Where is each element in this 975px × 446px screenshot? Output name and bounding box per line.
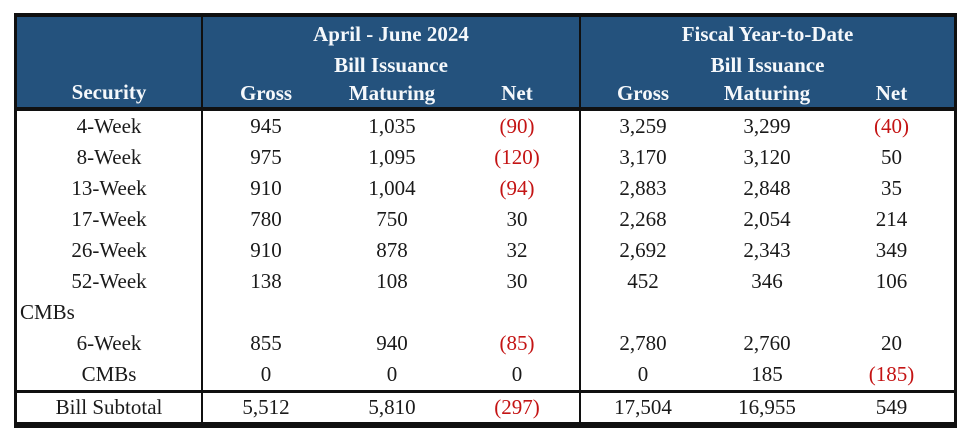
security-cell: CMBs [17,359,203,390]
value-cell [581,297,705,328]
value-cell: 2,054 [743,207,791,231]
value-cell: (90) [455,111,581,142]
value-cell: 2,343 [743,238,791,262]
security-section-label: CMBs [17,297,203,328]
security-cell: 6-Week [17,328,203,359]
value-cell: 940 [376,331,408,355]
value-cell: 878 [376,238,408,262]
value-cell: (85) [455,328,581,359]
value-cell: 346 [751,269,783,293]
value-cell: 2,760 [743,331,791,355]
value-cell: 0 [260,362,272,386]
security-cell: 8-Week [17,142,203,173]
value-cell: 108 [376,269,408,293]
section-title: Fiscal Year-to-Date [681,22,854,46]
security-cell: 26-Week [17,235,203,266]
value-cell: 975 [250,145,282,169]
value-cell: 1,095 [368,145,416,169]
column-header-net: Net [829,81,954,111]
value-cell: 3,259 [619,114,667,138]
column-header-gross: Gross [581,81,705,111]
value-cell [329,297,455,328]
value-cell: 910 [250,176,282,200]
value-cell: 0 [637,362,649,386]
value-cell: 20 [881,331,902,355]
value-cell: 32 [455,235,581,266]
subtotal-value-cell: (297) [455,390,581,422]
value-cell: 3,120 [743,145,791,169]
value-cell: (40) [874,114,909,138]
security-column-header: Security [17,17,203,111]
value-cell: 2,268 [619,207,667,231]
value-cell: 30 [455,204,581,235]
value-cell: 214 [875,207,908,231]
subtotal-value-cell: 549 [829,390,954,422]
value-cell: 2,883 [619,176,667,200]
subtotal-value-cell: 17,504 [581,390,705,422]
value-cell: 185 [751,362,783,386]
value-cell [705,297,829,328]
value-cell: (185) [868,362,915,386]
value-cell [203,297,329,328]
value-cell: 855 [250,331,282,355]
subtotal-label: Bill Subtotal [17,390,203,422]
column-header-gross: Gross [203,81,329,111]
value-cell: 3,299 [743,114,791,138]
section-subtitle: Bill Issuance [710,53,825,77]
value-cell: 750 [376,207,408,231]
security-cell: 13-Week [17,173,203,204]
security-cell: 52-Week [17,266,203,297]
subtotal-value-cell: 16,955 [705,390,829,422]
value-cell: 910 [250,238,282,262]
section-title: April - June 2024 [313,22,469,46]
value-cell: 0 [455,359,581,390]
value-cell: 106 [875,269,908,293]
value-cell: 138 [250,269,282,293]
value-cell: 452 [627,269,659,293]
value-cell: 2,848 [743,176,791,200]
value-cell: 50 [881,145,902,169]
value-cell: 780 [250,207,282,231]
value-cell: (94) [455,173,581,204]
subtotal-value-cell: 5,810 [329,390,455,422]
value-cell: 30 [455,266,581,297]
value-cell: 945 [250,114,282,138]
value-cell: 2,780 [619,331,667,355]
column-header-maturing: Maturing [705,81,829,111]
value-cell: 1,035 [368,114,416,138]
security-cell: 17-Week [17,204,203,235]
column-header-maturing: Maturing [329,81,455,111]
subtotal-value-cell: 5,512 [203,390,329,422]
section-subtitle: Bill Issuance [334,53,448,77]
value-cell: 2,692 [619,238,667,262]
column-header-net: Net [455,81,581,111]
value-cell: (120) [455,142,581,173]
value-cell: 3,170 [619,145,667,169]
value-cell: 0 [386,362,398,386]
value-cell: 349 [875,238,908,262]
bill-issuance-table: Security April - June 2024 Bill Issuance… [14,13,957,428]
value-cell [455,297,581,328]
value-cell [829,297,954,328]
value-cell: 1,004 [368,176,416,200]
section-header-fiscal-ytd: Fiscal Year-to-Date Bill Issuance [581,17,954,81]
value-cell: 35 [881,176,902,200]
security-cell: 4-Week [17,111,203,142]
section-header-april-june: April - June 2024 Bill Issuance [203,17,581,81]
